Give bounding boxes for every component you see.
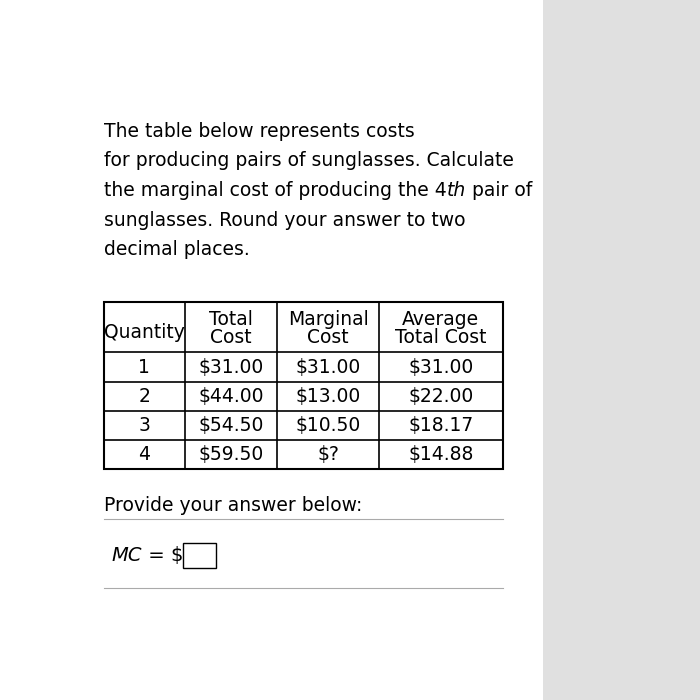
Text: The table below represents costs: The table below represents costs — [104, 122, 414, 141]
Text: $?: $? — [317, 445, 339, 464]
Text: sunglasses. Round your answer to two: sunglasses. Round your answer to two — [104, 211, 466, 230]
Text: MC: MC — [112, 546, 142, 565]
Text: Marginal: Marginal — [288, 310, 368, 329]
Text: 4: 4 — [139, 445, 150, 464]
Text: Total: Total — [209, 310, 253, 329]
Text: for producing pairs of sunglasses. Calculate: for producing pairs of sunglasses. Calcu… — [104, 151, 514, 170]
Text: Total Cost: Total Cost — [395, 328, 486, 346]
Text: $31.00: $31.00 — [408, 358, 473, 377]
Text: $54.50: $54.50 — [198, 416, 264, 435]
Text: Provide your answer below:: Provide your answer below: — [104, 496, 362, 515]
Text: Quantity: Quantity — [104, 323, 185, 342]
Text: $18.17: $18.17 — [408, 416, 473, 435]
Text: $59.50: $59.50 — [198, 445, 264, 464]
Text: th: th — [447, 181, 466, 200]
Text: $14.88: $14.88 — [408, 445, 474, 464]
Text: decimal places.: decimal places. — [104, 240, 249, 259]
Text: 1: 1 — [139, 358, 150, 377]
Text: $22.00: $22.00 — [408, 387, 473, 406]
Text: Cost: Cost — [210, 328, 252, 346]
Text: 3: 3 — [139, 416, 150, 435]
FancyBboxPatch shape — [183, 543, 216, 568]
Text: $31.00: $31.00 — [295, 358, 360, 377]
Text: $13.00: $13.00 — [295, 387, 360, 406]
Text: $31.00: $31.00 — [198, 358, 264, 377]
Text: = $: = $ — [142, 546, 184, 565]
Text: Average: Average — [402, 310, 480, 329]
Text: the marginal cost of producing the 4: the marginal cost of producing the 4 — [104, 181, 447, 200]
Bar — [104, 302, 503, 470]
Text: pair of: pair of — [466, 181, 532, 200]
Text: 2: 2 — [139, 387, 150, 406]
Text: $10.50: $10.50 — [295, 416, 360, 435]
Text: Cost: Cost — [307, 328, 349, 346]
Text: $44.00: $44.00 — [198, 387, 264, 406]
